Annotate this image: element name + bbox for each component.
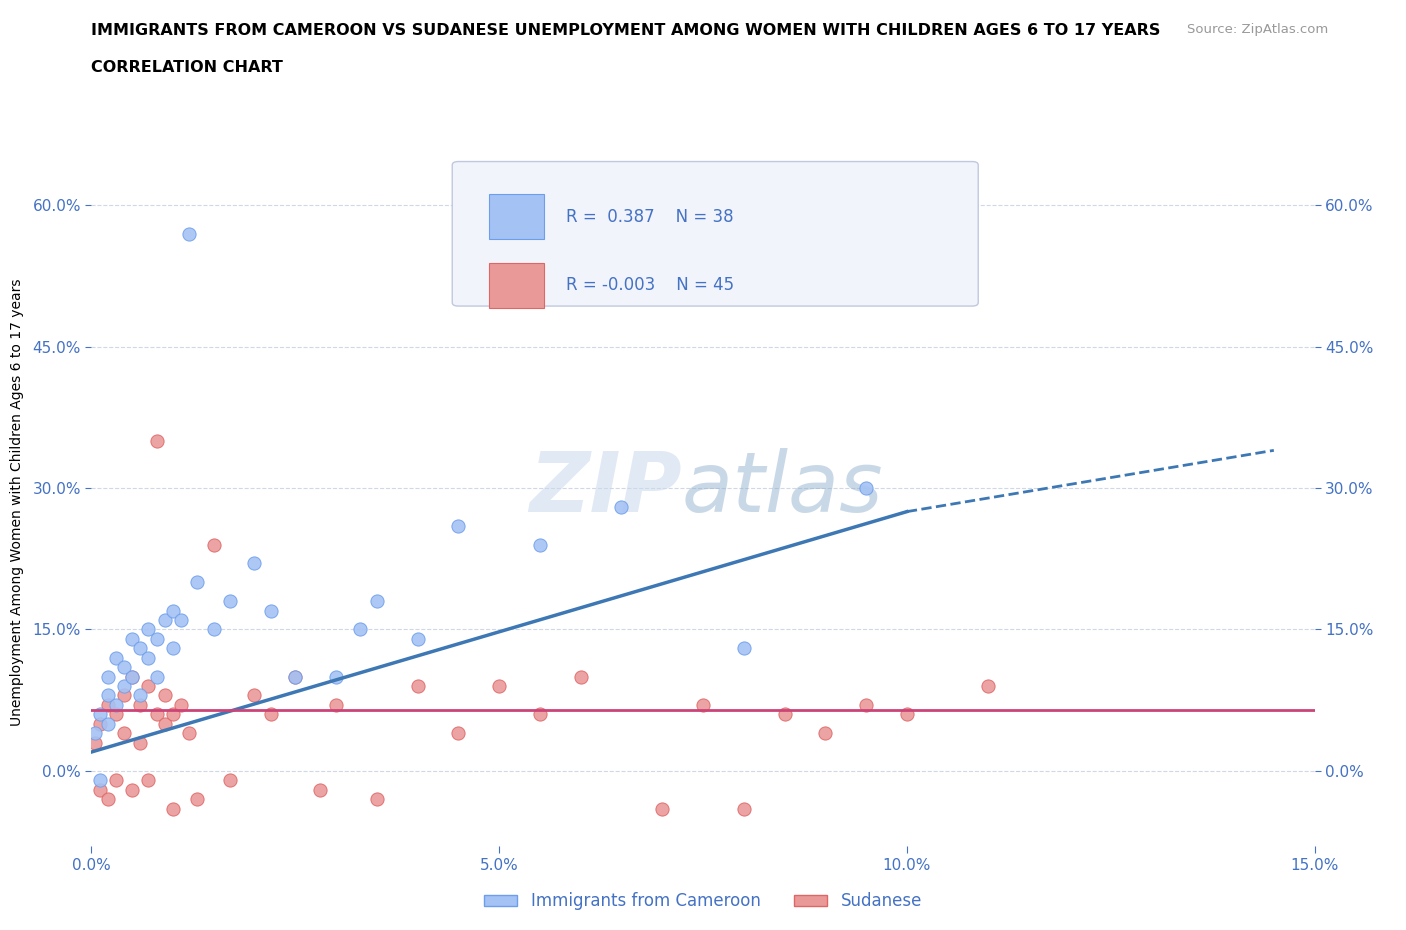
Point [447, 725, 470, 740]
Point [243, 556, 266, 571]
Point [121, 670, 143, 684]
Text: IMMIGRANTS FROM CAMEROON VS SUDANESE UNEMPLOYMENT AMONG WOMEN WITH CHILDREN AGES: IMMIGRANTS FROM CAMEROON VS SUDANESE UNE… [91, 23, 1161, 38]
Point [260, 604, 283, 618]
Point [121, 631, 143, 646]
Point [179, 226, 201, 241]
Point [855, 698, 877, 712]
Point [896, 707, 918, 722]
Point [84, 725, 107, 740]
Point [569, 670, 592, 684]
Point [170, 613, 193, 628]
Point [89, 707, 111, 722]
Point [138, 650, 160, 665]
Text: R =  0.387    N = 38: R = 0.387 N = 38 [567, 207, 734, 226]
Point [186, 575, 208, 590]
Point [349, 622, 371, 637]
Y-axis label: Unemployment Among Women with Children Ages 6 to 17 years: Unemployment Among Women with Children A… [10, 278, 24, 726]
Point [284, 670, 307, 684]
Point [121, 782, 143, 797]
Point [153, 688, 176, 703]
Point [138, 679, 160, 694]
Point [488, 679, 510, 694]
Point [325, 698, 347, 712]
Point [733, 641, 755, 656]
Point [129, 688, 152, 703]
Point [733, 801, 755, 816]
Point [162, 604, 184, 618]
Point [112, 679, 135, 694]
Point [97, 670, 120, 684]
Text: Source: ZipAtlas.com: Source: ZipAtlas.com [1188, 23, 1329, 36]
Point [97, 688, 120, 703]
Point [243, 688, 266, 703]
Point [104, 650, 127, 665]
Bar [489, 194, 544, 239]
Point [129, 735, 152, 750]
Point [366, 593, 388, 608]
Point [651, 801, 673, 816]
Point [145, 707, 167, 722]
Point [129, 698, 152, 712]
Point [153, 613, 176, 628]
Point [104, 773, 127, 788]
Text: atlas: atlas [682, 448, 883, 529]
Point [308, 782, 330, 797]
Text: R = -0.003    N = 45: R = -0.003 N = 45 [567, 276, 734, 295]
Text: ZIP: ZIP [529, 448, 682, 529]
Point [145, 631, 167, 646]
Point [219, 773, 242, 788]
Point [145, 433, 167, 448]
Point [773, 707, 796, 722]
Point [855, 481, 877, 496]
Point [112, 725, 135, 740]
Point [814, 725, 837, 740]
Point [406, 631, 429, 646]
Point [162, 707, 184, 722]
Point [284, 670, 307, 684]
Point [84, 735, 107, 750]
Point [97, 791, 120, 806]
Point [529, 538, 551, 552]
Point [138, 773, 160, 788]
Point [97, 698, 120, 712]
Point [170, 698, 193, 712]
Point [447, 518, 470, 533]
Point [121, 670, 143, 684]
Point [162, 801, 184, 816]
Point [129, 641, 152, 656]
Point [529, 707, 551, 722]
Point [104, 698, 127, 712]
Point [219, 593, 242, 608]
Point [89, 773, 111, 788]
Text: CORRELATION CHART: CORRELATION CHART [91, 60, 283, 75]
Point [186, 791, 208, 806]
Point [138, 622, 160, 637]
Point [104, 707, 127, 722]
Point [179, 725, 201, 740]
Bar [489, 263, 544, 308]
Point [153, 716, 176, 731]
Point [260, 707, 283, 722]
Point [977, 679, 1000, 694]
Point [162, 641, 184, 656]
Point [112, 688, 135, 703]
Point [112, 659, 135, 674]
Point [610, 499, 633, 514]
Point [202, 622, 225, 637]
Point [89, 716, 111, 731]
Point [366, 791, 388, 806]
FancyBboxPatch shape [453, 162, 979, 306]
Point [97, 716, 120, 731]
Point [89, 782, 111, 797]
Point [406, 679, 429, 694]
Point [202, 538, 225, 552]
Point [325, 670, 347, 684]
Point [692, 698, 714, 712]
Legend: Immigrants from Cameroon, Sudanese: Immigrants from Cameroon, Sudanese [478, 885, 928, 917]
Point [145, 670, 167, 684]
